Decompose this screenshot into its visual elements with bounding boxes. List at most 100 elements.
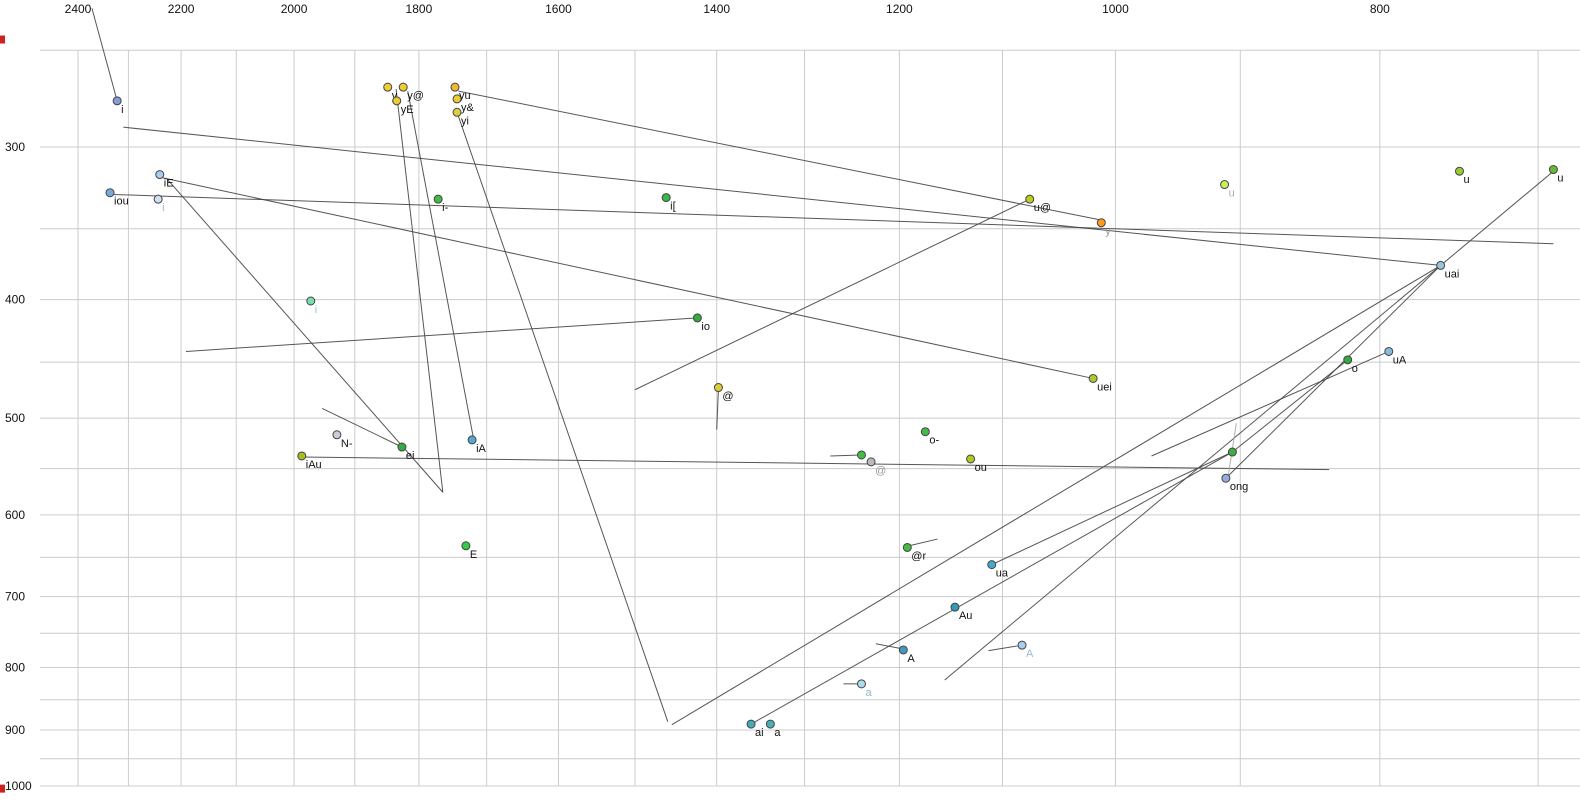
data-point[interactable] [866, 457, 876, 467]
range-marker [0, 35, 5, 44]
x-tick-label: 800 [1370, 2, 1390, 16]
data-point[interactable] [383, 82, 393, 92]
point-label: ong [1230, 481, 1248, 493]
trajectory-line [909, 538, 938, 547]
data-point[interactable] [392, 96, 402, 106]
point-label: o [1352, 363, 1358, 375]
trajectory-line [395, 89, 444, 493]
data-point[interactable] [306, 296, 316, 306]
data-point[interactable] [332, 430, 342, 440]
point-label: iAu [306, 459, 322, 471]
point-label: u [1557, 173, 1563, 185]
data-point[interactable] [1220, 180, 1230, 190]
point-label: yu [459, 90, 471, 102]
data-point[interactable] [1221, 473, 1231, 483]
y-tick-label: 1000 [5, 779, 32, 793]
point-label: u [1463, 174, 1469, 186]
data-point[interactable] [452, 94, 462, 104]
point-label: A [907, 653, 915, 665]
data-point[interactable] [1025, 194, 1035, 204]
data-point[interactable] [467, 435, 477, 445]
point-label: @r [911, 550, 926, 562]
point-label: iA [476, 443, 486, 455]
point-label: Au [959, 610, 972, 622]
data-point[interactable] [746, 719, 756, 729]
point-label: @ [875, 465, 886, 477]
data-point[interactable] [1436, 260, 1446, 270]
y-tick-label: 300 [5, 140, 25, 154]
data-point[interactable] [1548, 165, 1558, 175]
data-point[interactable] [433, 194, 443, 204]
point-label: y@ [407, 90, 424, 102]
data-point[interactable] [1227, 447, 1237, 457]
data-point[interactable] [661, 193, 671, 203]
point-label: iE [164, 178, 174, 190]
data-point[interactable] [450, 82, 460, 92]
data-point[interactable] [397, 442, 407, 452]
data-point[interactable] [902, 542, 912, 552]
data-point[interactable] [105, 188, 115, 198]
trajectory-line [456, 112, 669, 722]
trajectory-line [407, 90, 475, 443]
data-point[interactable] [920, 427, 930, 437]
x-tick-label: 1600 [545, 2, 572, 16]
data-point[interactable] [856, 450, 866, 460]
x-tick-label: 1400 [703, 2, 730, 16]
data-point[interactable] [398, 82, 408, 92]
data-point[interactable] [898, 645, 908, 655]
data-point[interactable] [1384, 346, 1394, 356]
point-label: @ [722, 391, 733, 403]
point-label: yE [401, 104, 414, 116]
point-label: ei [406, 450, 415, 462]
y-tick-label: 900 [5, 723, 25, 737]
data-point[interactable] [153, 194, 163, 204]
y-tick-label: 600 [5, 508, 25, 522]
data-point[interactable] [713, 383, 723, 393]
data-point[interactable] [155, 170, 165, 180]
point-label: uA [1393, 354, 1407, 366]
trajectory-line [988, 645, 1018, 652]
y-tick-label: 800 [5, 661, 25, 675]
trajectory-line [162, 177, 1094, 379]
point-label: a [865, 687, 872, 699]
trajectory-line [301, 456, 1330, 471]
point-label: i [315, 304, 317, 316]
point-label: i[ [670, 201, 676, 213]
trajectory-line [458, 90, 1100, 221]
trajectory-line [875, 643, 902, 650]
data-point[interactable] [1088, 373, 1098, 383]
x-tick-label: 2200 [168, 2, 195, 16]
data-point[interactable] [950, 602, 960, 612]
point-label: y [1105, 226, 1111, 238]
data-point[interactable] [1096, 218, 1106, 228]
trajectory-line [1151, 351, 1389, 457]
y-tick-label: 400 [5, 293, 25, 307]
y-tick-label: 700 [5, 590, 25, 604]
data-point[interactable] [297, 451, 307, 461]
data-point[interactable] [966, 454, 976, 464]
data-point[interactable] [856, 679, 866, 689]
data-point[interactable] [1343, 355, 1353, 365]
data-point[interactable] [1017, 640, 1027, 650]
trajectory-line [716, 389, 719, 430]
data-point[interactable] [112, 96, 122, 106]
point-label: ou [975, 462, 987, 474]
point-label: io [701, 321, 710, 333]
point-label: u [1229, 188, 1235, 200]
data-point[interactable] [1454, 166, 1464, 176]
data-point[interactable] [765, 719, 775, 729]
point-label: uei [1097, 381, 1112, 393]
trajectory-line [634, 198, 1030, 391]
data-point[interactable] [452, 107, 462, 117]
point-label: a [774, 727, 781, 739]
point-label: i [162, 202, 164, 214]
point-label: o- [929, 435, 939, 447]
point-label: ai [755, 727, 764, 739]
x-tick-label: 1800 [406, 2, 433, 16]
data-point[interactable] [987, 560, 997, 570]
point-label: iou [114, 196, 129, 208]
data-point[interactable] [461, 541, 471, 551]
data-point[interactable] [692, 313, 702, 323]
